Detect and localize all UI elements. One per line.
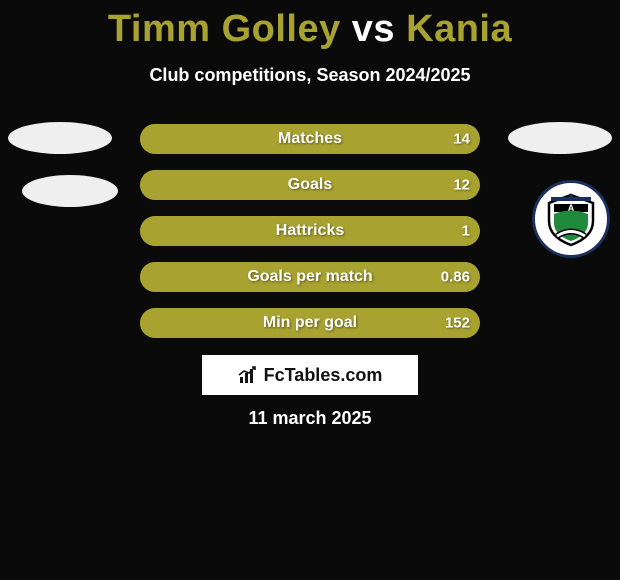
player2-name: Kania bbox=[406, 8, 512, 50]
player1-avatar-placeholder bbox=[8, 122, 112, 154]
stat-label: Goals bbox=[288, 176, 332, 194]
player2-club-crest: A bbox=[532, 180, 610, 258]
stat-value-right: 0.86 bbox=[441, 269, 470, 286]
stat-row: Hattricks 1 bbox=[140, 216, 480, 246]
vs-separator: vs bbox=[352, 8, 395, 50]
page-title: Timm Golley vs Kania bbox=[0, 0, 620, 51]
stat-row: Min per goal 152 bbox=[140, 308, 480, 338]
stat-row: Matches 14 bbox=[140, 124, 480, 154]
stat-row: Goals 12 bbox=[140, 170, 480, 200]
stat-label: Goals per match bbox=[247, 268, 372, 286]
brand-chart-icon bbox=[238, 365, 260, 385]
brand-box[interactable]: FcTables.com bbox=[202, 355, 418, 395]
stat-value-right: 14 bbox=[453, 131, 470, 148]
stat-label: Matches bbox=[278, 130, 342, 148]
stat-row: Goals per match 0.86 bbox=[140, 262, 480, 292]
stat-value-right: 12 bbox=[453, 177, 470, 194]
stat-label: Hattricks bbox=[276, 222, 344, 240]
stat-label: Min per goal bbox=[263, 314, 357, 332]
brand-text: FcTables.com bbox=[264, 365, 383, 386]
stats-region: Matches 14 Goals 12 Hattricks 1 Goals per matc… bbox=[140, 124, 480, 354]
player1-club-placeholder bbox=[22, 175, 118, 207]
player2-avatar-placeholder bbox=[508, 122, 612, 154]
club-crest-icon: A bbox=[543, 191, 599, 247]
player1-name: Timm Golley bbox=[108, 8, 341, 50]
svg-text:A: A bbox=[568, 203, 575, 213]
stat-value-right: 152 bbox=[445, 315, 470, 332]
date-text: 11 march 2025 bbox=[0, 408, 620, 429]
subtitle: Club competitions, Season 2024/2025 bbox=[0, 65, 620, 86]
stat-value-right: 1 bbox=[462, 223, 470, 240]
